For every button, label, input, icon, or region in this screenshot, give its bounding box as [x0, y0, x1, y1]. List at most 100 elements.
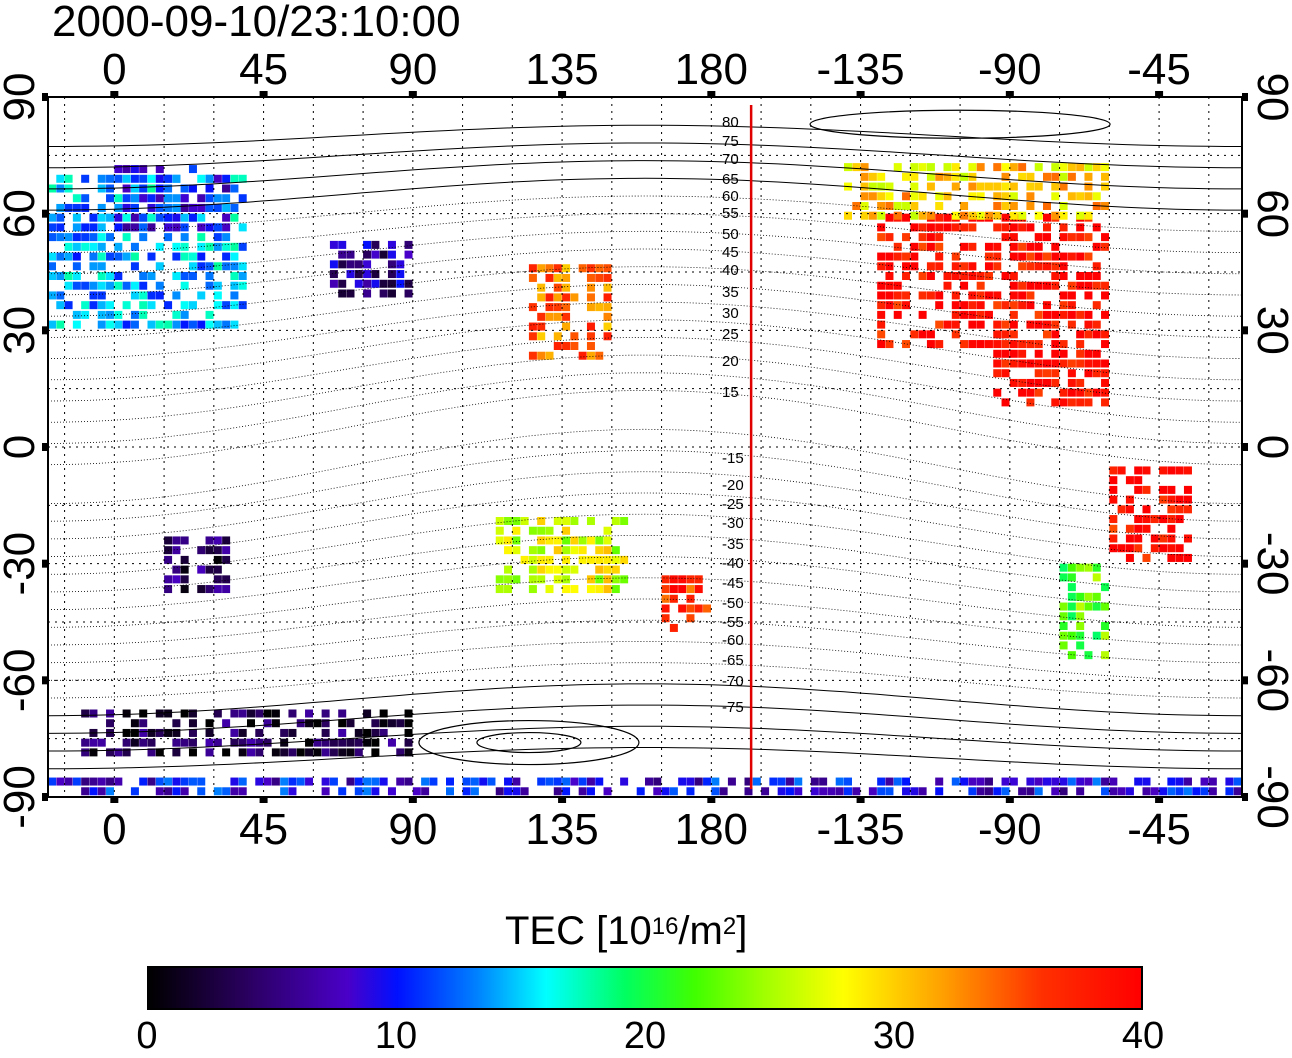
tec-cell [404, 777, 413, 786]
tec-cell [213, 291, 222, 300]
tec-cell [205, 310, 214, 319]
tec-cell [180, 738, 189, 747]
contour-label: -30 [722, 515, 744, 532]
tec-cell [785, 777, 794, 786]
tec-cell [562, 312, 571, 321]
tec-cell [968, 340, 977, 349]
tec-cell [586, 575, 595, 584]
tec-cell [213, 242, 222, 251]
tec-cell [537, 565, 546, 574]
tec-cell [205, 748, 214, 757]
tec-cell [1009, 233, 1018, 242]
tec-cell [586, 283, 595, 292]
tec-cell [512, 536, 521, 545]
tec-cell [213, 301, 222, 310]
tec-cell [1043, 233, 1051, 242]
tec-cell [1109, 515, 1118, 524]
tec-cell [114, 174, 123, 183]
tec-cell [114, 320, 123, 329]
tec-cell [222, 194, 231, 203]
tec-cell [1150, 515, 1159, 524]
tec-cell [562, 517, 571, 525]
tec-cell [305, 719, 314, 728]
tec-cell [910, 172, 919, 181]
tec-cell [694, 777, 703, 786]
tec-cell [1026, 281, 1035, 290]
tec-cell [130, 320, 139, 329]
tec-cell [993, 223, 1002, 232]
tec-cell [329, 270, 338, 279]
tec-cell [122, 194, 131, 203]
tec-cell [238, 738, 247, 747]
tec-cell [64, 777, 73, 786]
tec-cell [993, 320, 1002, 329]
contour-label: -20 [722, 477, 744, 494]
tec-cell [553, 283, 562, 292]
tec-cell [562, 555, 571, 564]
tec-cell [89, 291, 98, 300]
tec-cell [545, 565, 554, 574]
tec-cell [545, 293, 554, 302]
tec-cell [164, 555, 173, 564]
tec-cell [114, 194, 123, 203]
tec-cell [155, 728, 164, 737]
tec-cell [968, 182, 977, 191]
tec-cell [893, 211, 902, 220]
tec-cell [1067, 602, 1076, 611]
tec-cell [247, 738, 255, 747]
tec-cell [1051, 242, 1060, 251]
tec-cell [387, 738, 396, 747]
tec-cell [155, 291, 164, 300]
tec-cell [247, 709, 255, 718]
magnetic-contour [47, 301, 1243, 359]
tec-cell [1142, 787, 1151, 796]
tec-cell [1034, 777, 1043, 786]
tec-cell [960, 262, 969, 271]
tec-cell [1200, 787, 1209, 796]
tec-cell [752, 777, 761, 786]
tec-cell [1142, 515, 1151, 524]
tec-cell [1067, 378, 1076, 387]
tec-cell [844, 163, 852, 172]
tec-cell [852, 202, 861, 210]
tec-cell [230, 174, 239, 183]
tec-cell [81, 174, 90, 183]
tec-cell [280, 777, 289, 786]
tec-cell [421, 787, 430, 796]
tec-cell [64, 242, 73, 251]
tec-cell [960, 172, 969, 181]
tec-cell [586, 777, 595, 786]
tec-cell [72, 252, 81, 261]
tec-cell [180, 536, 189, 545]
tec-cell [1001, 340, 1010, 349]
tec-cell [130, 310, 139, 319]
tec-cell [1026, 223, 1035, 232]
contour-label: -55 [722, 614, 744, 631]
tec-cell [603, 536, 612, 545]
tec-cell [222, 546, 231, 555]
tec-cell [1084, 172, 1093, 181]
tec-cell [562, 283, 571, 292]
tec-cell [180, 213, 189, 222]
tec-cell [553, 546, 562, 555]
lat-label-right: -90 [1248, 765, 1292, 829]
tec-cell [926, 182, 935, 191]
tec-cell [1067, 281, 1076, 290]
tec-cell [1084, 651, 1093, 660]
lon-label-top: 90 [388, 45, 437, 94]
tec-world-map: 8075706560555045403530252015-15-20-25-30… [0, 45, 1292, 854]
tec-cell [412, 787, 421, 796]
tec-cell [404, 240, 413, 249]
tec-cell [935, 223, 944, 232]
tec-cell [72, 272, 81, 280]
tec-cell [172, 787, 181, 796]
tec-cell [902, 262, 911, 271]
tec-cell [197, 194, 206, 203]
tec-cell [1067, 777, 1076, 786]
tec-cell [404, 289, 413, 298]
tec-cell [81, 787, 90, 796]
tec-cell [188, 252, 197, 261]
tec-cell [1051, 320, 1060, 329]
tec-cell [877, 252, 886, 261]
tec-cell [1001, 320, 1010, 329]
